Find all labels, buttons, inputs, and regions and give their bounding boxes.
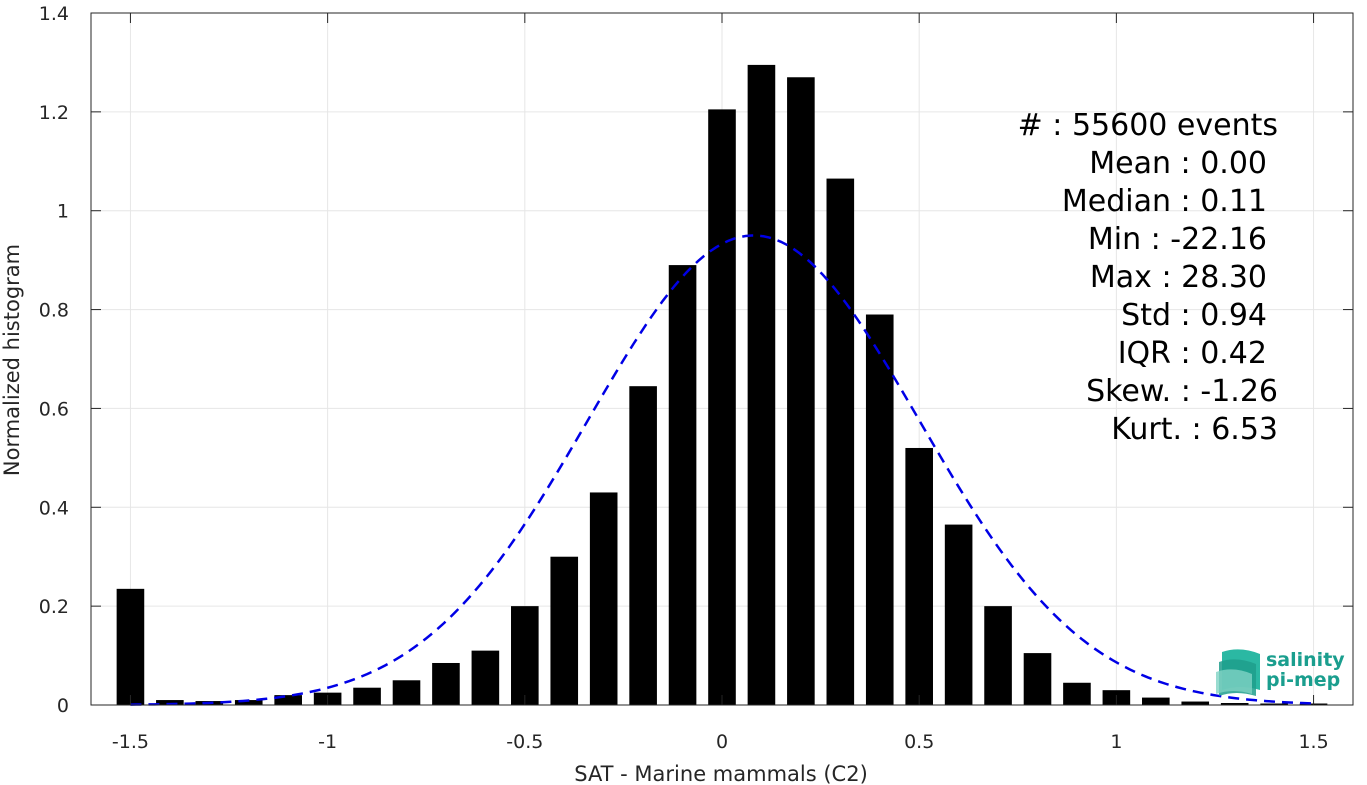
stat-median: Median : 0.11 [1062,184,1267,219]
histogram-bar [1023,653,1052,705]
histogram-bars [116,64,1328,706]
y-tick-label: 1 [57,201,69,223]
histogram-bar [116,588,145,705]
y-tick-label: 1.2 [39,102,69,124]
x-tick-labels: -1.5 -1 -0.5 0 0.5 1 1.5 [112,731,1329,753]
stat-mean: Mean : 0.00 [1089,146,1267,181]
logo-wave-icon [1216,649,1260,696]
y-axis-label: Normalized histogram [0,244,24,476]
histogram-bar [234,700,263,705]
x-axis-label: SAT - Marine mammals (C2) [574,762,868,785]
x-tick-label: 1 [1110,731,1122,753]
gaussian-fit-curve [130,234,1314,706]
logo-line2: pi-mep [1266,669,1340,691]
histogram-bar [1142,697,1170,705]
logo-line1: salinity [1266,649,1345,671]
histogram-bar [826,178,855,706]
stat-kurt: Kurt. : 6.53 [1111,412,1278,447]
stat-iqr: IQR : 0.42 [1118,336,1267,371]
histogram-bar [747,64,776,705]
histogram-bar [905,447,933,705]
histogram-bar [944,524,973,705]
x-tick-label: 1.5 [1298,731,1328,753]
histogram-bar [1260,703,1288,705]
stat-std: Std : 0.94 [1121,298,1267,333]
histogram-bar [708,109,736,705]
histogram-bar [865,314,894,705]
histogram-bar [156,700,184,705]
x-tick-label: 0.5 [904,731,934,753]
x-tick-label: 0 [716,731,728,753]
stat-max: Max : 28.30 [1090,260,1267,295]
stat-events: # : 55600 events [1018,108,1278,143]
y-tick-label: 1.4 [39,3,69,25]
y-tick-label: 0.6 [39,398,69,420]
histogram-bar [787,77,815,705]
histogram-bar [353,687,381,705]
histogram-bar [668,265,697,705]
statistics-annotation: # : 55600 events Mean : 0.00 Median : 0.… [1018,108,1278,447]
salinity-pimep-logo: salinity pi-mep [1216,649,1345,696]
y-tick-label: 0.2 [39,596,69,618]
histogram-bar [1220,703,1249,705]
stat-skew: Skew. : -1.26 [1086,374,1278,409]
histogram-bar [629,386,657,705]
y-tick-label: 0.4 [39,497,69,519]
stat-min: Min : -22.16 [1088,222,1267,257]
histogram-bar [1063,682,1091,705]
axis-ticks [91,12,1353,706]
histogram-bar [1181,701,1210,705]
x-tick-label: -0.5 [506,731,543,753]
histogram-bar [550,556,579,705]
x-tick-label: -1 [318,731,337,753]
histogram-bar [984,606,1012,705]
histogram-bar [589,492,618,705]
histogram-bar [471,650,500,705]
y-tick-labels: 0 0.2 0.4 0.6 0.8 1 1.2 1.4 [39,3,69,717]
histogram-bar [274,695,302,705]
histogram-bar [392,680,421,705]
x-tick-label: -1.5 [112,731,149,753]
y-tick-label: 0.8 [39,300,69,322]
histogram-bar [511,606,539,705]
histogram-bar [432,662,460,705]
y-tick-label: 0 [57,695,69,717]
